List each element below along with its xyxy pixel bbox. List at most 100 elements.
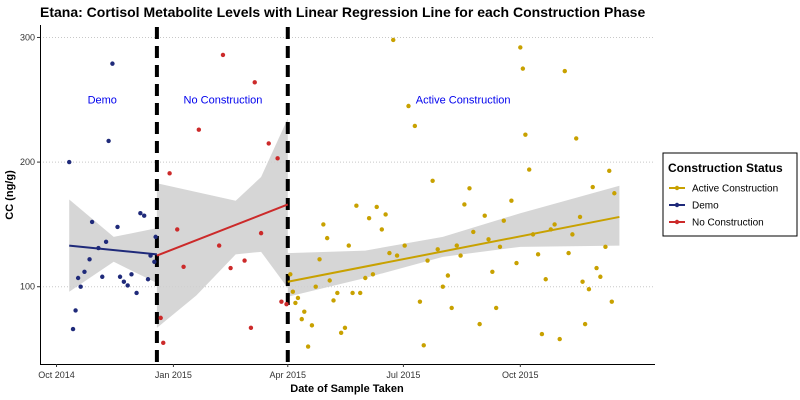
- data-point-active-construction: [523, 132, 528, 137]
- confidence-band-active-construction: [287, 185, 620, 297]
- y-tick-label-300: 300: [20, 32, 35, 42]
- data-point-active-construction: [520, 66, 526, 71]
- data-point-demo: [103, 239, 109, 245]
- data-point-active-construction: [358, 290, 363, 296]
- x-tick-label: Apr 2015: [270, 370, 307, 380]
- legend-marker-no-construction: [674, 219, 680, 225]
- legend-label-active-construction: Active Construction: [692, 184, 778, 195]
- data-point-demo: [145, 277, 151, 282]
- data-point-active-construction: [477, 321, 482, 327]
- data-point-active-construction: [603, 244, 608, 250]
- data-point-no-construction: [175, 227, 180, 232]
- data-point-active-construction: [518, 45, 523, 50]
- data-point-active-construction: [354, 203, 359, 208]
- data-point-active-construction: [462, 202, 467, 207]
- data-point-no-construction: [216, 243, 222, 248]
- data-point-active-construction: [486, 237, 491, 242]
- data-point-active-construction: [454, 243, 459, 248]
- data-point-active-construction: [557, 336, 562, 342]
- phase-label-3: Active Construction: [416, 95, 511, 107]
- y-axis-title: CC (ng/g): [4, 170, 16, 220]
- data-point-active-construction: [430, 178, 435, 183]
- data-point-active-construction: [535, 252, 541, 257]
- legend-box: [662, 152, 798, 237]
- data-point-active-construction: [394, 253, 400, 258]
- data-point-active-construction: [321, 222, 326, 227]
- data-point-active-construction: [293, 300, 298, 306]
- data-point-active-construction: [514, 260, 519, 266]
- data-point-active-construction: [366, 215, 372, 221]
- data-point-demo: [96, 245, 101, 251]
- data-point-demo: [73, 308, 78, 313]
- data-point-demo: [78, 284, 83, 289]
- phase-label-1: Demo: [88, 95, 117, 107]
- data-point-active-construction: [324, 235, 330, 241]
- data-point-active-construction: [612, 191, 617, 196]
- data-point-active-construction: [543, 277, 548, 282]
- data-point-active-construction: [331, 298, 336, 303]
- data-point-active-construction: [471, 229, 476, 235]
- data-point-active-construction: [530, 232, 536, 237]
- data-point-no-construction: [228, 265, 233, 271]
- data-point-no-construction: [242, 258, 247, 263]
- data-point-no-construction: [167, 171, 172, 176]
- x-tick-label: Jan 2015: [155, 370, 192, 380]
- data-point-demo: [153, 234, 158, 240]
- data-point-active-construction: [317, 257, 322, 262]
- data-point-active-construction: [406, 103, 411, 109]
- legend-label-no-construction: No Construction: [692, 218, 764, 229]
- data-point-active-construction: [309, 323, 315, 328]
- data-point-demo: [134, 290, 139, 296]
- data-point-active-construction: [577, 214, 583, 220]
- data-point-active-construction: [467, 186, 472, 191]
- data-point-active-construction: [594, 265, 599, 271]
- data-point-active-construction: [582, 321, 588, 327]
- data-point-active-construction: [570, 232, 575, 237]
- data-point-active-construction: [497, 244, 503, 250]
- data-point-active-construction: [346, 243, 351, 248]
- data-point-no-construction: [220, 52, 226, 58]
- data-point-active-construction: [288, 272, 293, 277]
- legend-label-demo: Demo: [692, 201, 719, 212]
- y-tick-label-200: 200: [20, 157, 35, 167]
- data-point-demo: [106, 138, 111, 144]
- data-point-demo: [138, 210, 143, 216]
- data-point-active-construction: [566, 250, 571, 256]
- data-point-active-construction: [350, 290, 355, 296]
- data-point-active-construction: [590, 184, 595, 190]
- data-point-active-construction: [295, 295, 301, 301]
- data-point-demo: [110, 61, 115, 66]
- y-tick-label-100: 100: [20, 282, 35, 292]
- data-point-active-construction: [412, 123, 418, 129]
- data-point-no-construction: [196, 127, 202, 132]
- x-tick-label: Oct 2014: [38, 370, 75, 380]
- data-point-no-construction: [258, 230, 264, 236]
- data-point-active-construction: [383, 212, 388, 217]
- x-tick-label: Jul 2015: [386, 370, 420, 380]
- data-point-active-construction: [425, 258, 430, 263]
- data-point-active-construction: [370, 272, 376, 277]
- data-point-active-construction: [302, 309, 307, 314]
- data-point-active-construction: [586, 287, 592, 292]
- data-point-active-construction: [338, 330, 344, 336]
- y-ticks: 100 200 300: [20, 32, 40, 292]
- data-point-no-construction: [279, 299, 284, 304]
- data-point-no-construction: [161, 340, 166, 346]
- data-point-active-construction: [490, 269, 495, 274]
- data-point-no-construction: [158, 315, 163, 321]
- confidence-band-no-construction: [156, 118, 288, 328]
- data-point-active-construction: [374, 204, 379, 210]
- x-ticks: Oct 2014 Jan 2015 Apr 2015 Jul 2015 Oct 2015: [38, 364, 539, 380]
- data-point-active-construction: [527, 167, 532, 172]
- data-point-no-construction: [266, 141, 271, 146]
- data-point-demo: [141, 213, 147, 218]
- data-point-demo: [89, 219, 95, 225]
- data-point-demo: [82, 269, 87, 274]
- phase-label-2: No Construction: [184, 95, 263, 107]
- data-point-active-construction: [305, 344, 311, 349]
- data-point-active-construction: [363, 275, 368, 281]
- data-point-demo: [121, 279, 127, 284]
- data-point-no-construction: [248, 325, 254, 331]
- data-point-no-construction: [275, 156, 280, 161]
